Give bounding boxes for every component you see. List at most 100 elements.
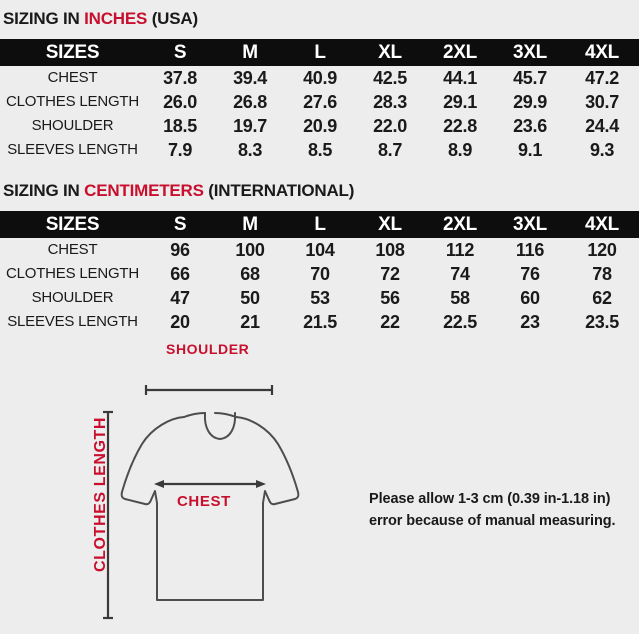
inches-row-label-sleeves-length: SLEEVES LENGTH <box>7 141 138 158</box>
table-row: CLOTHES LENGTH 66 68 70 72 74 76 78 <box>0 262 639 286</box>
inches-col-head-l: L <box>314 42 326 63</box>
inches-cell-sleeves-length-3xl: 9.1 <box>517 140 543 160</box>
inches-table-header-row: SIZES S M L XL 2XL 3XL 4XL <box>0 39 639 66</box>
centimeters-cell-shoulder-4xl: 62 <box>592 288 612 308</box>
inches-cell-sleeves-length-xl: 8.7 <box>377 140 403 160</box>
centimeters-cell-clothes-length-4xl: 78 <box>592 264 612 284</box>
inches-section-title: SIZING IN INCHES (USA) <box>0 9 639 29</box>
clothes-length-dimension-label: CLOTHES LENGTH <box>92 416 109 572</box>
inches-cell-clothes-length-l: 27.6 <box>303 92 337 112</box>
centimeters-cell-clothes-length-s: 66 <box>170 264 190 284</box>
inches-cell-shoulder-4xl: 24.4 <box>585 116 619 136</box>
centimeters-cell-shoulder-m: 50 <box>240 288 260 308</box>
centimeters-cell-sleeves-length-xl: 22 <box>380 312 400 332</box>
inches-cell-sleeves-length-l: 8.5 <box>307 140 333 160</box>
inches-cell-chest-s: 37.8 <box>163 68 197 88</box>
centimeters-cell-sleeves-length-m: 21 <box>240 312 260 332</box>
shoulder-dimension-label: SHOULDER <box>166 341 250 357</box>
inches-cell-sleeves-length-s: 7.9 <box>167 140 193 160</box>
inches-cell-sleeves-length-2xl: 8.9 <box>447 140 473 160</box>
table-row: SLEEVES LENGTH 7.9 8.3 8.5 8.7 8.9 9.1 9… <box>0 138 639 162</box>
inches-col-head-2xl: 2XL <box>443 42 477 63</box>
centimeters-col-head-s: S <box>173 214 187 235</box>
inches-row-label-chest: CHEST <box>47 69 98 86</box>
inches-cell-clothes-length-s: 26.0 <box>163 92 197 112</box>
centimeters-row-label-chest: CHEST <box>47 241 98 258</box>
centimeters-cell-sleeves-length-3xl: 23 <box>520 312 540 332</box>
inches-col-head-3xl: 3XL <box>513 42 547 63</box>
centimeters-cell-shoulder-xl: 56 <box>380 288 400 308</box>
centimeters-col-head-4xl: 4XL <box>585 214 619 235</box>
centimeters-cell-shoulder-2xl: 58 <box>450 288 470 308</box>
centimeters-cell-clothes-length-xl: 72 <box>380 264 400 284</box>
centimeters-title-highlight: CENTIMETERS <box>84 181 204 200</box>
centimeters-cell-clothes-length-3xl: 76 <box>520 264 540 284</box>
inches-cell-sleeves-length-m: 8.3 <box>237 140 263 160</box>
centimeters-col-head-3xl: 3XL <box>513 214 547 235</box>
centimeters-col-head-2xl: 2XL <box>443 214 477 235</box>
centimeters-cell-chest-2xl: 112 <box>445 240 475 260</box>
table-row: CLOTHES LENGTH 26.0 26.8 27.6 28.3 29.1 … <box>0 90 639 114</box>
centimeters-section-title: SIZING IN CENTIMETERS (INTERNATIONAL) <box>0 181 639 201</box>
inches-col-head-s: S <box>173 42 187 63</box>
centimeters-cell-clothes-length-m: 68 <box>240 264 260 284</box>
inches-cell-shoulder-2xl: 22.8 <box>443 116 477 136</box>
tshirt-measurement-diagram: SHOULDER <box>0 334 639 609</box>
centimeters-row-label-clothes-length: CLOTHES LENGTH <box>5 265 140 282</box>
centimeters-cell-shoulder-l: 53 <box>310 288 330 308</box>
inches-col-head-m: M <box>242 42 258 63</box>
centimeters-cell-sleeves-length-s: 20 <box>170 312 190 332</box>
inches-cell-chest-m: 39.4 <box>233 68 267 88</box>
centimeters-cell-chest-4xl: 120 <box>587 240 617 260</box>
centimeters-cell-clothes-length-2xl: 74 <box>450 264 470 284</box>
inches-title-prefix: SIZING IN <box>3 9 85 28</box>
centimeters-col-head-l: L <box>314 214 326 235</box>
inches-cell-chest-3xl: 45.7 <box>513 68 547 88</box>
inches-cell-chest-2xl: 44.1 <box>443 68 477 88</box>
inches-col-head-4xl: 4XL <box>585 42 619 63</box>
inches-cell-shoulder-m: 19.7 <box>233 116 267 136</box>
centimeters-cell-chest-m: 100 <box>235 240 265 260</box>
inches-cell-chest-xl: 42.5 <box>373 68 407 88</box>
inches-cell-chest-l: 40.9 <box>303 68 337 88</box>
table-row: SLEEVES LENGTH 20 21 21.5 22 22.5 23 23.… <box>0 310 639 334</box>
centimeters-cell-sleeves-length-l: 21.5 <box>303 312 337 332</box>
inches-cell-shoulder-s: 18.5 <box>163 116 197 136</box>
inches-row-label-shoulder: SHOULDER <box>31 117 114 134</box>
centimeters-size-table: SIZES S M L XL 2XL 3XL 4XL CHEST 96 100 … <box>0 211 639 334</box>
chest-dimension-label: CHEST <box>177 493 231 510</box>
clothes-length-label-wrapper: CLOTHES LENGTH <box>92 417 110 572</box>
inches-title-highlight: INCHES <box>84 9 148 28</box>
centimeters-cell-chest-3xl: 116 <box>515 240 545 260</box>
inches-size-table: SIZES S M L XL 2XL 3XL 4XL CHEST 37.8 39… <box>0 39 639 162</box>
centimeters-cell-sleeves-length-4xl: 23.5 <box>585 312 619 332</box>
centimeters-cell-clothes-length-l: 70 <box>310 264 330 284</box>
inches-col-head-sizes: SIZES <box>45 42 100 63</box>
centimeters-table-header-row: SIZES S M L XL 2XL 3XL 4XL <box>0 211 639 238</box>
table-row: CHEST 96 100 104 108 112 116 120 <box>0 238 639 262</box>
centimeters-col-head-m: M <box>242 214 258 235</box>
centimeters-col-head-sizes: SIZES <box>45 214 100 235</box>
inches-cell-chest-4xl: 47.2 <box>585 68 619 88</box>
measurement-tolerance-note: Please allow 1-3 cm (0.39 in-1.18 in) er… <box>369 491 616 530</box>
inches-cell-clothes-length-2xl: 29.1 <box>443 92 477 112</box>
centimeters-cell-chest-l: 104 <box>305 240 335 260</box>
inches-cell-shoulder-xl: 22.0 <box>373 116 407 136</box>
centimeters-title-suffix: (INTERNATIONAL) <box>203 181 355 200</box>
centimeters-cell-shoulder-3xl: 60 <box>520 288 540 308</box>
centimeters-row-label-shoulder: SHOULDER <box>31 289 114 306</box>
inches-cell-shoulder-l: 20.9 <box>303 116 337 136</box>
centimeters-title-prefix: SIZING IN <box>3 181 85 200</box>
inches-cell-shoulder-3xl: 23.6 <box>513 116 547 136</box>
centimeters-cell-chest-s: 96 <box>170 240 190 260</box>
table-row: SHOULDER 18.5 19.7 20.9 22.0 22.8 23.6 2… <box>0 114 639 138</box>
inches-col-head-xl: XL <box>378 42 402 63</box>
inches-row-label-clothes-length: CLOTHES LENGTH <box>5 93 140 110</box>
inches-cell-clothes-length-m: 26.8 <box>233 92 267 112</box>
table-row: CHEST 37.8 39.4 40.9 42.5 44.1 45.7 47.2 <box>0 66 639 90</box>
centimeters-cell-sleeves-length-2xl: 22.5 <box>443 312 477 332</box>
inches-cell-clothes-length-xl: 28.3 <box>373 92 407 112</box>
inches-cell-clothes-length-4xl: 30.7 <box>585 92 619 112</box>
centimeters-col-head-xl: XL <box>378 214 402 235</box>
centimeters-row-label-sleeves-length: SLEEVES LENGTH <box>7 313 138 330</box>
